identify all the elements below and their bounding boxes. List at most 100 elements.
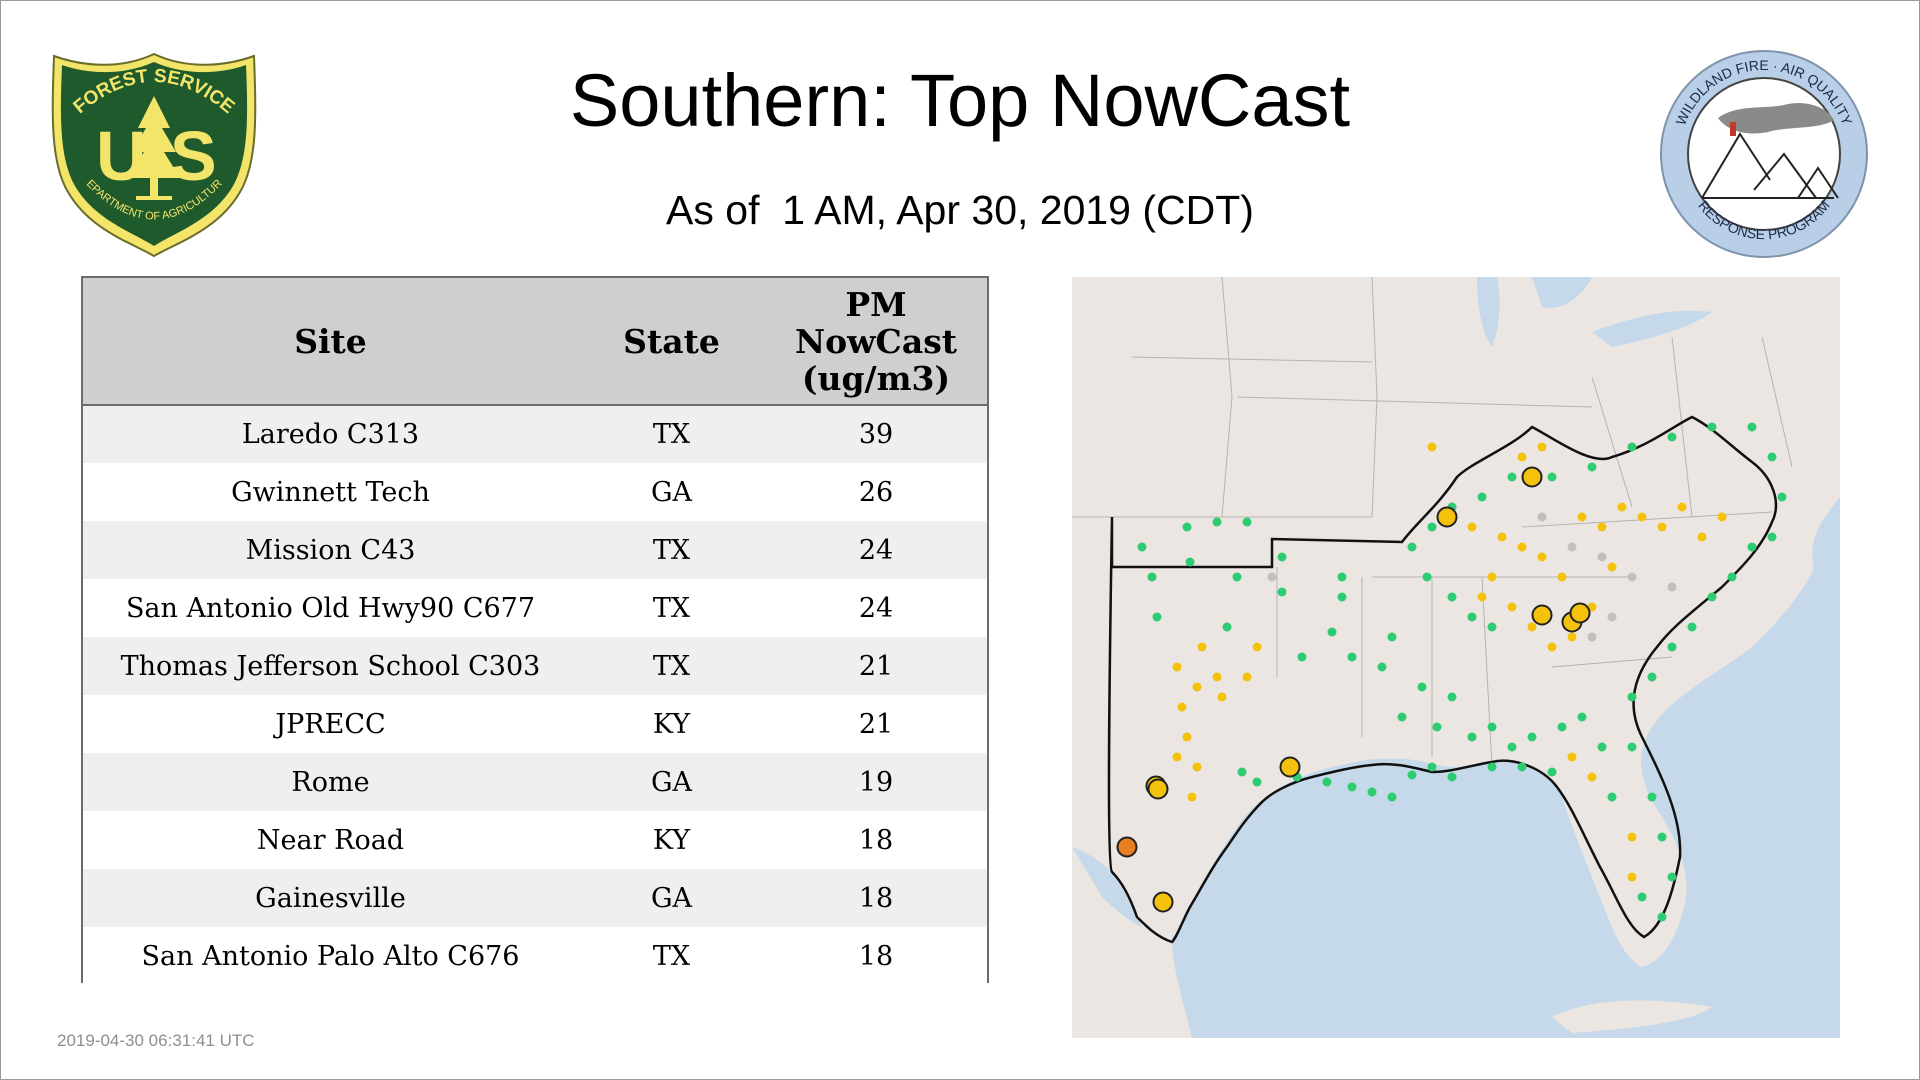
monitor-marker [1547,767,1557,777]
monitor-marker [1517,762,1527,772]
cell-value: 21 [858,708,894,740]
monitor-marker [1252,642,1262,652]
monitor-marker [1567,752,1577,762]
monitor-marker [1667,642,1677,652]
monitor-marker [1477,492,1487,502]
monitor-marker [1397,712,1407,722]
mountains-icon [1701,132,1839,199]
cell-value: 24 [858,592,894,624]
cell-state: TX [652,650,691,682]
monitor-marker [1197,642,1207,652]
cell-site: San Antonio Old Hwy90 C677 [125,592,536,624]
monitor-marker [1587,462,1597,472]
monitor-marker [1477,592,1487,602]
monitor-marker [1677,502,1687,512]
monitor-marker [1647,672,1657,682]
top-site-marker [1279,756,1301,778]
nowcast-table: Site State PM NowCast (ug/m3) Laredo C31… [81,276,989,985]
monitor-marker [1627,832,1637,842]
monitor-marker [1242,672,1252,682]
monitor-marker [1427,522,1437,532]
pine-tree-icon [128,96,180,200]
table-row: JPRECC KY 21 [83,695,987,753]
monitor-marker [1172,662,1182,672]
monitor-marker [1707,422,1717,432]
monitor-marker [1337,592,1347,602]
header-nowcast-line3: (ug/m3) [801,358,951,398]
monitor-marker [1617,502,1627,512]
monitor-marker [1407,770,1417,780]
monitor-marker [1507,602,1517,612]
header-nowcast-line2: NowCast [794,321,958,361]
monitor-marker [1597,552,1607,562]
monitor-marker [1537,512,1547,522]
monitor-marker [1697,532,1707,542]
monitor-marker [1487,622,1497,632]
monitor-marker [1252,777,1262,787]
monitor-marker [1567,542,1577,552]
cell-value: 18 [858,882,894,914]
monitor-marker [1152,612,1162,622]
monitor-marker [1467,732,1477,742]
monitor-marker [1187,792,1197,802]
top-site-marker [1436,506,1458,528]
cell-site: Thomas Jefferson School C303 [120,650,541,682]
monitor-marker [1237,767,1247,777]
monitor-marker [1277,552,1287,562]
monitor-marker [1417,682,1427,692]
monitor-marker [1727,572,1737,582]
monitor-marker [1192,682,1202,692]
cell-site: Gainesville [255,882,406,914]
monitor-marker [1222,622,1232,632]
fs-logo-letter-u: U [96,117,147,195]
monitor-marker [1422,572,1432,582]
cuba [1552,1000,1712,1033]
cell-state: TX [652,534,691,566]
monitor-marker [1637,512,1647,522]
monitor-marker [1537,552,1547,562]
cell-state: KY [652,708,691,740]
monitor-marker [1707,592,1717,602]
monitor-marker [1657,912,1667,922]
page-title: Southern: Top NowCast [569,59,1351,142]
monitor-marker [1387,792,1397,802]
monitor-marker [1192,762,1202,772]
monitor-marker [1567,632,1577,642]
cell-site: Gwinnett Tech [231,476,430,508]
monitor-marker [1172,752,1182,762]
table-row: Gwinnett Tech GA 26 [83,463,987,521]
cell-state: GA [650,766,693,798]
monitor-marker [1182,522,1192,532]
cell-site: Near Road [256,824,405,856]
region-outline [1107,415,1778,944]
page-subtitle: As of 1 AM, Apr 30, 2019 (CDT) [666,187,1254,233]
monitor-marker [1277,587,1287,597]
monitor-marker [1517,542,1527,552]
table-row: Rome GA 19 [83,753,987,811]
monitor-marker [1607,792,1617,802]
monitor-marker [1467,522,1477,532]
monitor-marker [1137,542,1147,552]
monitor-marker [1657,832,1667,842]
cell-site: Mission C43 [245,534,416,566]
monitor-marker [1767,532,1777,542]
monitor-marker [1297,652,1307,662]
monitor-marker [1747,542,1757,552]
monitor-marker [1447,592,1457,602]
monitor-marker [1627,742,1637,752]
monitor-marker [1667,872,1677,882]
table-row: Near Road KY 18 [83,811,987,869]
monitor-marker [1232,572,1242,582]
monitor-marker [1217,692,1227,702]
flame-marker-icon [1730,122,1736,136]
monitor-marker [1427,762,1437,772]
monitor-marker [1557,572,1567,582]
monitor-marker [1747,422,1757,432]
monitor-marker [1487,572,1497,582]
monitor-marker [1347,782,1357,792]
table-header-row: Site State PM NowCast (ug/m3) [83,278,987,406]
monitor-marker [1242,517,1252,527]
smoke-icon [1718,102,1834,134]
monitor-marker [1577,712,1587,722]
monitor-marker [1557,722,1567,732]
